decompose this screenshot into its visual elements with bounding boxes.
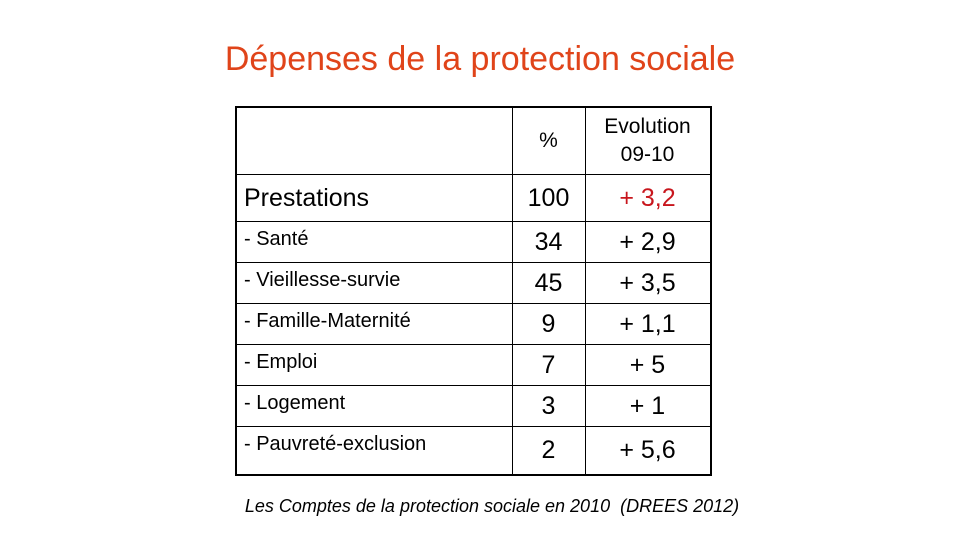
table-row: - Vieillesse-survie 45 + 3,5: [235, 262, 711, 304]
source-citation: Les Comptes de la protection sociale en …: [244, 496, 740, 516]
row-pct: 45: [511, 262, 586, 304]
row-label: Prestations: [235, 174, 513, 222]
row-evolution: + 1: [584, 385, 711, 427]
row-label: - Famille-Maternité: [235, 303, 513, 345]
row-pct: 9: [511, 303, 586, 345]
header-evolution-cell: Evolution 09-10: [584, 106, 711, 175]
row-pct: 2: [511, 426, 586, 476]
row-evolution: + 3,5: [584, 262, 711, 304]
table-row: - Famille-Maternité 9 + 1,1: [235, 303, 711, 345]
row-evolution: + 3,2: [584, 174, 711, 222]
table-row: Prestations 100 + 3,2: [235, 174, 711, 222]
row-label: - Vieillesse-survie: [235, 262, 513, 304]
row-pct: 3: [511, 385, 586, 427]
header-evolution-line1: Evolution: [604, 115, 691, 138]
expenses-table: % Evolution 09-10 Prestations 100 + 3,2 …: [235, 106, 712, 476]
row-pct: 7: [511, 344, 586, 386]
slide-title: Dépenses de la protection sociale: [224, 40, 736, 78]
row-evolution: + 2,9: [584, 221, 711, 263]
header-pct-cell: %: [511, 106, 586, 175]
header-evolution-line2: 09-10: [620, 143, 675, 166]
row-pct: 34: [511, 221, 586, 263]
row-label: - Pauvreté-exclusion: [235, 426, 513, 476]
header-label-cell: [235, 106, 513, 175]
table-row: - Santé 34 + 2,9: [235, 221, 711, 263]
row-evolution: + 5,6: [584, 426, 711, 476]
table-header-row: % Evolution 09-10: [235, 106, 711, 175]
table-row: - Logement 3 + 1: [235, 385, 711, 427]
row-evolution: + 5: [584, 344, 711, 386]
row-evolution: + 1,1: [584, 303, 711, 345]
row-label: - Emploi: [235, 344, 513, 386]
table-row: - Pauvreté-exclusion 2 + 5,6: [235, 426, 711, 476]
row-pct: 100: [511, 174, 586, 222]
table-row: - Emploi 7 + 5: [235, 344, 711, 386]
row-label: - Logement: [235, 385, 513, 427]
row-label: - Santé: [235, 221, 513, 263]
